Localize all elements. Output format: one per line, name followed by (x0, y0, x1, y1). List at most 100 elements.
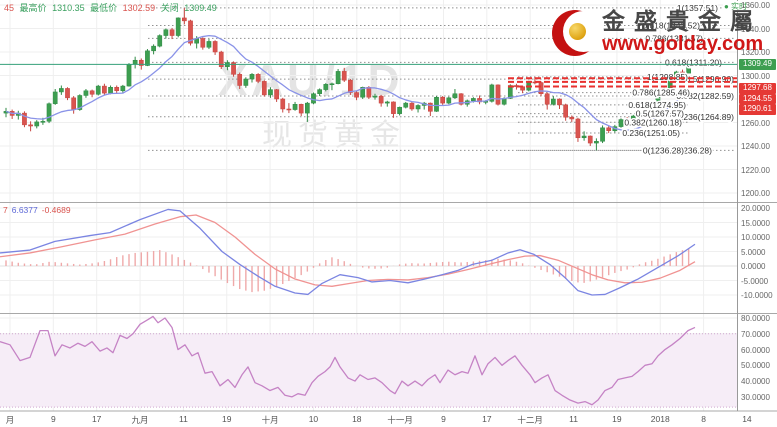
macd-axis-label: 5.0000 (741, 247, 766, 257)
candle-down (575, 118, 581, 139)
candle-down (354, 92, 359, 98)
candle-up (643, 105, 648, 114)
time-axis-label: 11 (569, 414, 578, 424)
candle-up (551, 98, 556, 105)
time-axis-label: 19 (612, 414, 622, 424)
macd-axis-label: -5.0000 (741, 276, 769, 286)
candle-down (138, 59, 144, 66)
close-label: 关闭 (160, 3, 179, 13)
alert-price-badge[interactable]: 1290.61 (739, 104, 776, 115)
candle-down (477, 98, 482, 103)
time-axis-label: 9 (50, 414, 56, 424)
candle-up (637, 113, 642, 117)
logo-crescent-icon (552, 10, 604, 56)
time-axis-label: 九月 (131, 415, 149, 425)
candle-up (323, 84, 329, 90)
candle-down (563, 104, 568, 118)
time-axis-label: 17 (91, 414, 102, 424)
candle-down (28, 124, 33, 127)
candle-down (261, 81, 267, 96)
price-axis-label: 1220.00 (741, 165, 770, 175)
brand-url: www.golday.com (602, 33, 764, 55)
candle-up (403, 102, 409, 108)
dea-line (0, 214, 696, 287)
fib-level-label: 0.618(1342.52) (642, 21, 700, 31)
time-axis-label: 月 (5, 415, 15, 425)
candle-up (77, 95, 83, 110)
candle-up (305, 102, 310, 114)
candle-down (544, 93, 550, 105)
time-axis-label: 十二月 (517, 415, 543, 425)
candle-down (114, 87, 120, 92)
candle-up (311, 93, 316, 104)
candle-up (335, 71, 341, 84)
ohlc-info: 45 最高价 1310.35 最低价 1302.59 关闭 1309.49 (4, 1, 220, 14)
candle-up (446, 97, 452, 104)
candle-down (218, 51, 224, 67)
candle-up (292, 104, 298, 110)
time-axis-label: 14 (742, 414, 752, 424)
candle-down (286, 108, 292, 111)
fib-level-label: 0.382(1260.18) (624, 117, 682, 127)
oscillator-line (0, 315, 696, 406)
alert-price-badge[interactable]: 1294.55 (739, 93, 776, 104)
candle-down (378, 95, 384, 104)
candle-up (415, 105, 421, 110)
fib-level-label: 0(1236.28) (643, 145, 684, 155)
candle-down (366, 87, 372, 98)
macd-axis-label: 20.0000 (741, 204, 770, 213)
fib-level-label: 0.618(1311.20) (665, 57, 722, 67)
fib-level-label: 0(1236.28) (671, 145, 712, 155)
candle-down (255, 74, 261, 82)
candle-up (40, 121, 46, 123)
candle-down (587, 135, 593, 144)
macd-axis-label: 15.0000 (741, 218, 770, 228)
candle-down (538, 82, 544, 94)
fib-level-label: 0.236(1251.05) (622, 128, 680, 138)
fib-level-label: 1(1357.51) (677, 3, 718, 13)
time-axis-label: 11 (178, 414, 188, 424)
macd-header-value: 6.6377 (11, 205, 38, 215)
candle-down (569, 116, 575, 120)
time-axis-label: 17 (482, 414, 492, 424)
candle-up (268, 89, 273, 96)
macd-header-value: -0.4689 (41, 205, 71, 215)
candle-up (132, 59, 138, 65)
candle-down (557, 98, 562, 106)
bar-index: 45 (4, 3, 15, 13)
price-axis-label: 1260.00 (741, 118, 770, 128)
price-axis-label: 1200.00 (741, 189, 770, 198)
candle-up (594, 141, 599, 144)
candle-down (200, 38, 206, 48)
candle-up (581, 135, 587, 139)
candle-up (372, 95, 378, 98)
candle-up (384, 101, 390, 104)
macd-axis-label: 10.0000 (741, 233, 770, 242)
time-axis-label: 10 (308, 414, 319, 424)
candle-up (471, 98, 476, 102)
candle-up (397, 106, 402, 114)
candle-down (22, 112, 27, 126)
candle-up (249, 74, 255, 80)
fib-level-label: 0.382(1282.59) (676, 91, 734, 101)
candle-up (120, 85, 126, 92)
fib-level-label: 0.236(1264.89) (676, 112, 734, 122)
candle-up (630, 115, 636, 121)
ma-line (5, 34, 690, 131)
brand-logo: 金盛貴金屬 www.golday.com (552, 10, 763, 56)
alert-price-badge[interactable]: 1297.68 (739, 83, 776, 94)
realtime-badge: ● 实时 (723, 1, 749, 12)
candle-down (169, 29, 175, 36)
time-axis-label: 十一月 (387, 415, 413, 425)
brand-name: 金盛貴金屬 (602, 9, 762, 34)
candle-up (126, 64, 132, 87)
high-value: 1310.35 (52, 3, 85, 13)
candle-up (108, 87, 113, 94)
candle-down (391, 101, 396, 114)
oscillator-axis-label: 60.0000 (741, 345, 770, 355)
last-price-badge: 1309.49 (739, 59, 776, 70)
candle-down (495, 84, 501, 105)
logo-gold-ball-icon (569, 23, 586, 40)
candle-up (649, 103, 655, 106)
